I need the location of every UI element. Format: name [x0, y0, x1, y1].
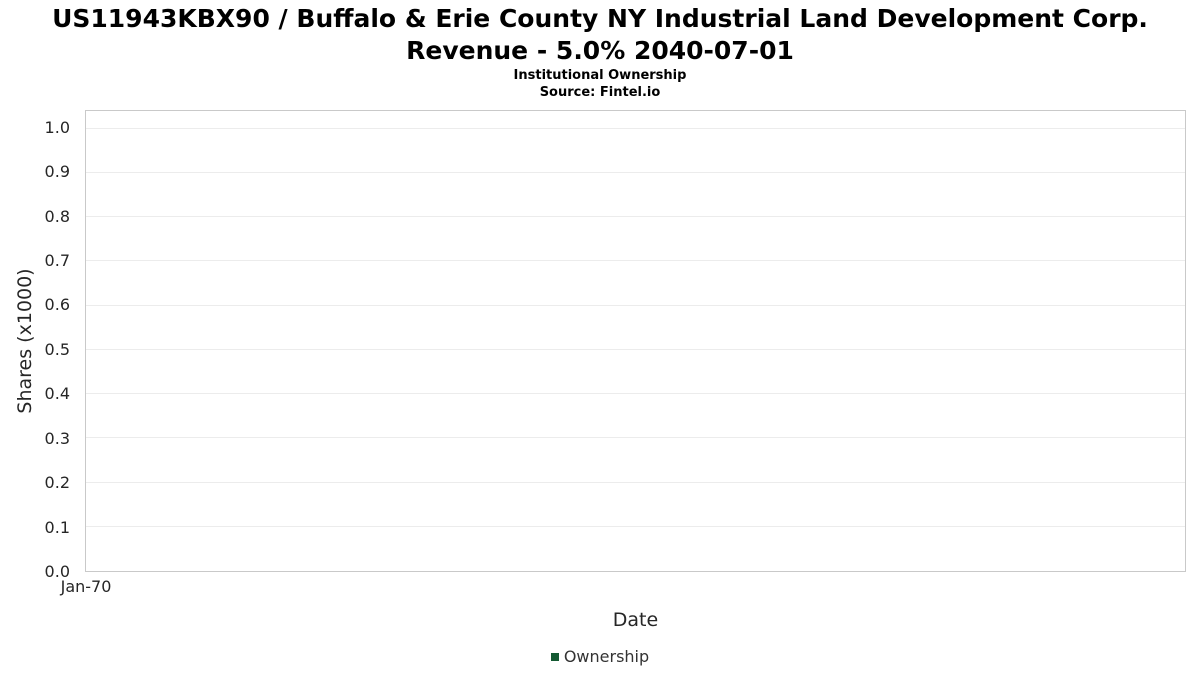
y-tick-label: 0.2 — [44, 473, 70, 493]
plot-area — [85, 110, 1186, 572]
y-tick-label: 0.9 — [44, 162, 70, 182]
gridline — [86, 260, 1185, 262]
y-tick-label: 0.8 — [44, 206, 70, 226]
y-tick-label: 0.0 — [44, 562, 70, 581]
gridline — [86, 393, 1185, 395]
y-tick-label: 0.4 — [44, 384, 70, 404]
y-tick-label: 0.5 — [44, 339, 70, 359]
gridline — [86, 171, 1185, 173]
legend-label-ownership: Ownership — [563, 647, 650, 666]
gridline — [86, 127, 1185, 129]
y-tick-label: 0.3 — [44, 428, 70, 448]
y-tick-label: 0.6 — [44, 295, 70, 315]
gridline — [86, 216, 1185, 218]
chart-source-note: Source: Fintel.io — [539, 85, 661, 100]
gridline — [86, 348, 1185, 350]
legend-marker-ownership — [550, 652, 559, 661]
chart-title: US11943KBX90 / Buffalo & Erie County NY … — [52, 4, 1148, 65]
gridline — [86, 481, 1185, 483]
x-axis-tick-labels: Jan-70 — [61, 577, 1186, 599]
y-tick-label: 1.0 — [44, 117, 70, 137]
gridline — [86, 304, 1185, 306]
x-tick-label: Jan-70 — [60, 577, 112, 596]
y-tick-label: 0.7 — [44, 251, 70, 271]
x-axis-title: Date — [612, 609, 659, 631]
y-tick-label: 0.1 — [44, 517, 70, 537]
gridline — [86, 437, 1185, 439]
legend: Ownership — [0, 647, 1200, 666]
chart-subtitle: Institutional Ownership — [513, 68, 687, 83]
gridline — [86, 525, 1185, 527]
y-axis-tick-labels: 0.0 0.1 0.2 0.3 0.4 0.5 0.6 0.7 0.8 0.9 1.0 — [0, 110, 76, 580]
